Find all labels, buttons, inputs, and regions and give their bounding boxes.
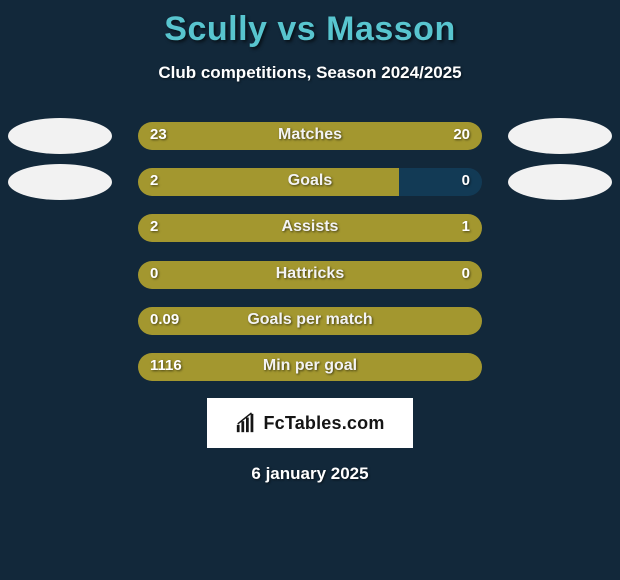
stat-row: 20Goals xyxy=(0,167,620,197)
stat-row: 21Assists xyxy=(0,213,620,243)
stat-rows: 2320Matches20Goals21Assists00Hattricks0.… xyxy=(0,121,620,382)
stat-row: 1116Min per goal xyxy=(0,352,620,382)
stat-value-left: 0.09 xyxy=(150,306,179,334)
stat-value-right: 20 xyxy=(453,121,470,149)
stat-value-left: 2 xyxy=(150,167,158,195)
stat-bar-right xyxy=(310,261,482,289)
player-left-photo xyxy=(8,164,112,200)
stat-bar-track xyxy=(138,353,482,381)
stat-value-left: 0 xyxy=(150,260,158,288)
stat-bar-track xyxy=(138,168,482,196)
player-right-photo xyxy=(508,164,612,200)
stat-value-right: 1 xyxy=(462,213,470,241)
player-right-photo xyxy=(508,118,612,154)
stat-bar-track xyxy=(138,261,482,289)
branding-badge: FcTables.com xyxy=(207,398,413,448)
stat-value-right: 0 xyxy=(462,167,470,195)
stat-row: 2320Matches xyxy=(0,121,620,151)
stat-bar-left xyxy=(138,214,367,242)
player-left-photo xyxy=(8,118,112,154)
stat-bar-left xyxy=(138,261,310,289)
stat-bar-left xyxy=(138,168,399,196)
stat-value-left: 2 xyxy=(150,213,158,241)
stat-bar-left xyxy=(138,353,482,381)
stat-row: 0.09Goals per match xyxy=(0,306,620,336)
stat-bar-left xyxy=(138,307,482,335)
comparison-card: Scully vs Masson Club competitions, Seas… xyxy=(0,0,620,580)
branding-text: FcTables.com xyxy=(263,413,384,434)
stat-value-left: 1116 xyxy=(150,352,182,380)
stat-bar-track xyxy=(138,214,482,242)
page-title: Scully vs Masson xyxy=(0,10,620,49)
stat-value-left: 23 xyxy=(150,121,167,149)
stat-bar-track xyxy=(138,122,482,150)
stat-value-right: 0 xyxy=(462,260,470,288)
page-subtitle: Club competitions, Season 2024/2025 xyxy=(0,63,620,83)
fctables-logo-icon xyxy=(235,412,257,434)
snapshot-date: 6 january 2025 xyxy=(0,464,620,484)
stat-bar-track xyxy=(138,307,482,335)
stat-row: 00Hattricks xyxy=(0,260,620,290)
